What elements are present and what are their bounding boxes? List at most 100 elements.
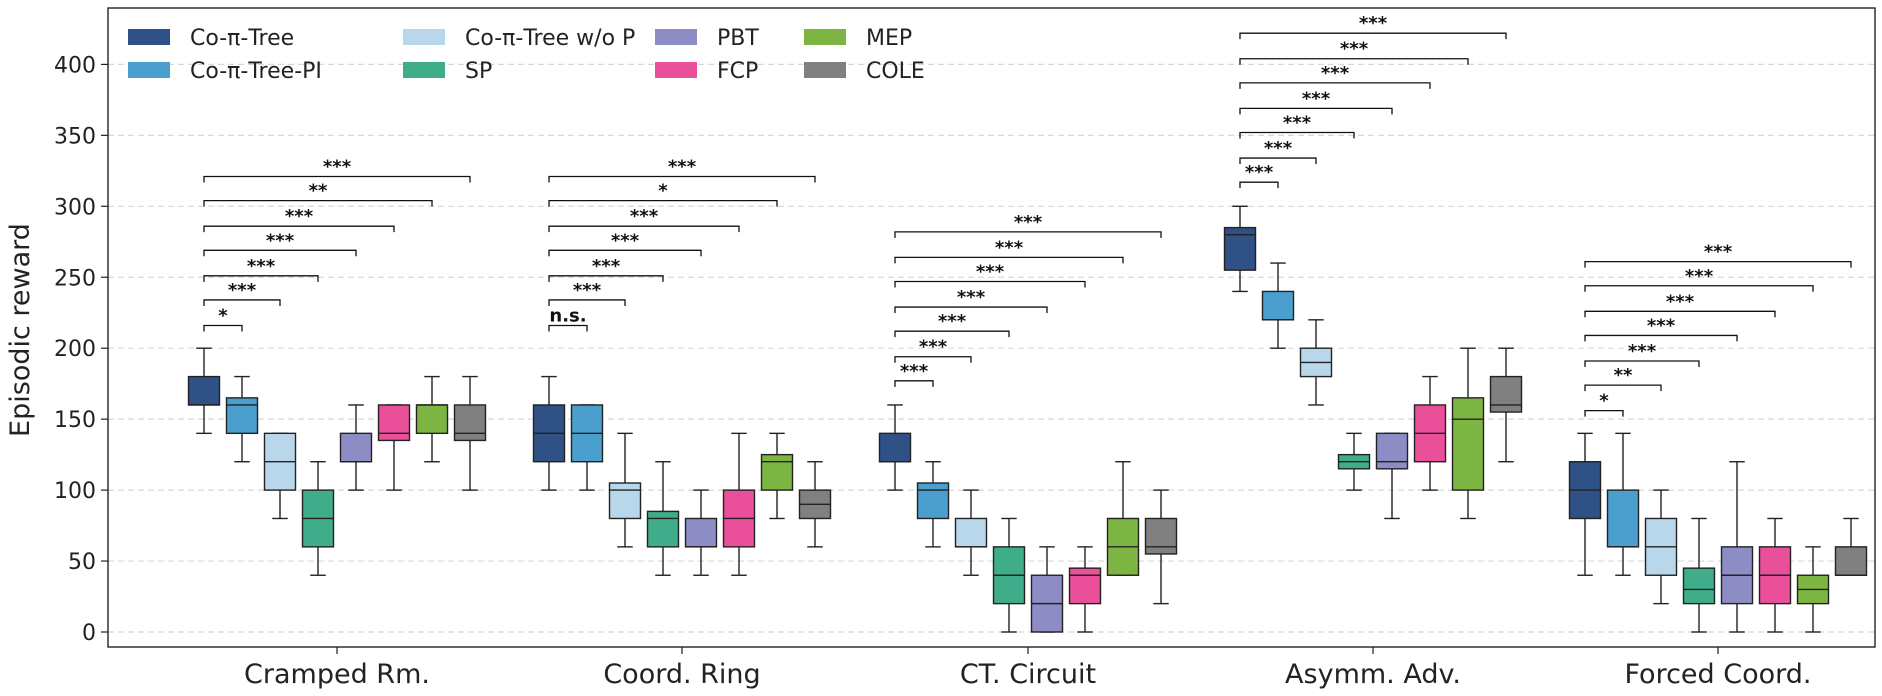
sig-label: *** [266,230,295,251]
x-category-label: Forced Coord. [1624,659,1811,690]
sig-bracket-line [1239,157,1317,165]
box-2-5 [1068,546,1102,633]
sig-bracket: *** [548,206,740,233]
sig-bracket-line [548,299,626,306]
legend-entry: Co-π-Tree-PI [128,59,322,84]
sig-label: *** [228,280,257,301]
box-iqr [954,517,988,548]
sig-bracket-line [203,275,319,282]
sig-label: *** [592,256,621,277]
box-iqr [225,397,259,435]
sig-label: *** [630,206,659,227]
legend-swatch [403,62,445,78]
legend-entry: FCP [655,59,758,84]
sig-label: *** [1302,88,1331,109]
sig-bracket-line [1584,260,1852,268]
plot-frame [107,7,1876,648]
y-tick-label: 350 [54,124,96,149]
box-3-0 [1223,205,1257,293]
sig-bracket-line [203,299,281,306]
box-iqr [760,453,794,491]
sig-bracket-line [1239,32,1507,40]
sig-bracket: *** [1584,341,1700,367]
box-iqr [1682,567,1716,605]
y-tick-label: 250 [54,266,96,291]
sig-label: ** [1614,365,1633,386]
y-tick-label: 200 [54,337,96,362]
legend-swatch [128,29,170,45]
y-axis-label: Episodic reward [5,223,36,437]
legend-entry: Co-π-Tree w/o P [403,26,635,51]
sig-bracket: *** [1584,266,1814,292]
sig-label: *** [919,337,948,358]
box-iqr [415,404,449,435]
significance-brackets: ******************n.s.******************… [203,13,1852,417]
sig-bracket: * [203,305,243,332]
sig-bracket: ** [1584,365,1662,392]
legend-label: Co-π-Tree [190,26,294,51]
box-iqr [187,375,221,406]
box-3-1 [1261,262,1295,349]
sig-bracket: *** [1239,39,1469,65]
sig-label: *** [1359,13,1388,34]
legend: Co-π-Tree Co-π-Tree-PI Co-π-Tree w/o P SP PB… [128,26,925,84]
legend-label: Co-π-Tree-PI [190,59,322,84]
sig-bracket-line [203,225,395,233]
sig-label: *** [611,230,640,251]
box-3-7 [1489,347,1523,463]
sig-bracket: *** [1584,242,1852,268]
sig-bracket: *** [894,287,1048,314]
sig-bracket: *** [548,280,626,306]
box-1-7 [798,461,832,548]
legend-entry: MEP [804,26,912,51]
y-tick-label: 100 [54,479,96,504]
legend-swatch [655,62,697,78]
sig-bracket-line [1584,310,1776,318]
y-tick-label: 50 [68,550,96,575]
sig-bracket-line [894,256,1124,264]
box-1-5 [722,432,756,576]
sig-bracket: * [1584,391,1624,417]
sig-bracket: *** [548,230,702,257]
box-4-4 [1720,461,1754,633]
box-1-2 [608,432,642,548]
box-0-1 [225,375,259,463]
box-0-2 [263,432,297,520]
sig-label: * [218,305,228,326]
sig-bracket-line [1584,360,1700,367]
box-iqr [1223,226,1257,271]
sig-label: *** [285,206,314,227]
sig-bracket: *** [1239,162,1279,189]
sig-bracket: *** [1239,138,1317,165]
box-iqr [878,432,912,463]
box-2-0 [878,404,912,491]
sig-bracket-line [894,356,972,363]
axes: 0 50 100 150 200 250 300 350 400 Cramped Rm. Coord… [5,7,1876,690]
sig-bracket: *** [203,256,319,282]
sig-bracket: *** [894,262,1086,288]
sig-bracket: *** [1239,13,1507,40]
sig-label: *** [573,280,602,301]
sig-bracket-line [1584,334,1738,342]
sig-bracket: *** [548,157,816,183]
sig-bracket: n.s. [548,305,588,332]
box-4-2 [1644,489,1678,605]
box-0-3 [301,461,335,576]
sig-bracket-line [1239,181,1279,189]
legend-swatch [804,29,846,45]
x-category-label: Coord. Ring [603,659,760,690]
sig-bracket-line [548,275,664,282]
sig-bracket: *** [894,361,934,387]
y-tick-label: 400 [54,53,96,78]
box-0-0 [187,347,221,435]
legend-label: Co-π-Tree w/o P [465,26,635,51]
y-tick-label: 300 [54,195,96,220]
box-2-7 [1144,489,1178,605]
box-3-5 [1413,375,1447,491]
sig-label: *** [1245,162,1274,183]
sig-label: *** [1685,266,1714,287]
legend-label: FCP [717,59,758,84]
x-category-label: Cramped Rm. [244,659,430,690]
sig-bracket-line [203,324,243,332]
